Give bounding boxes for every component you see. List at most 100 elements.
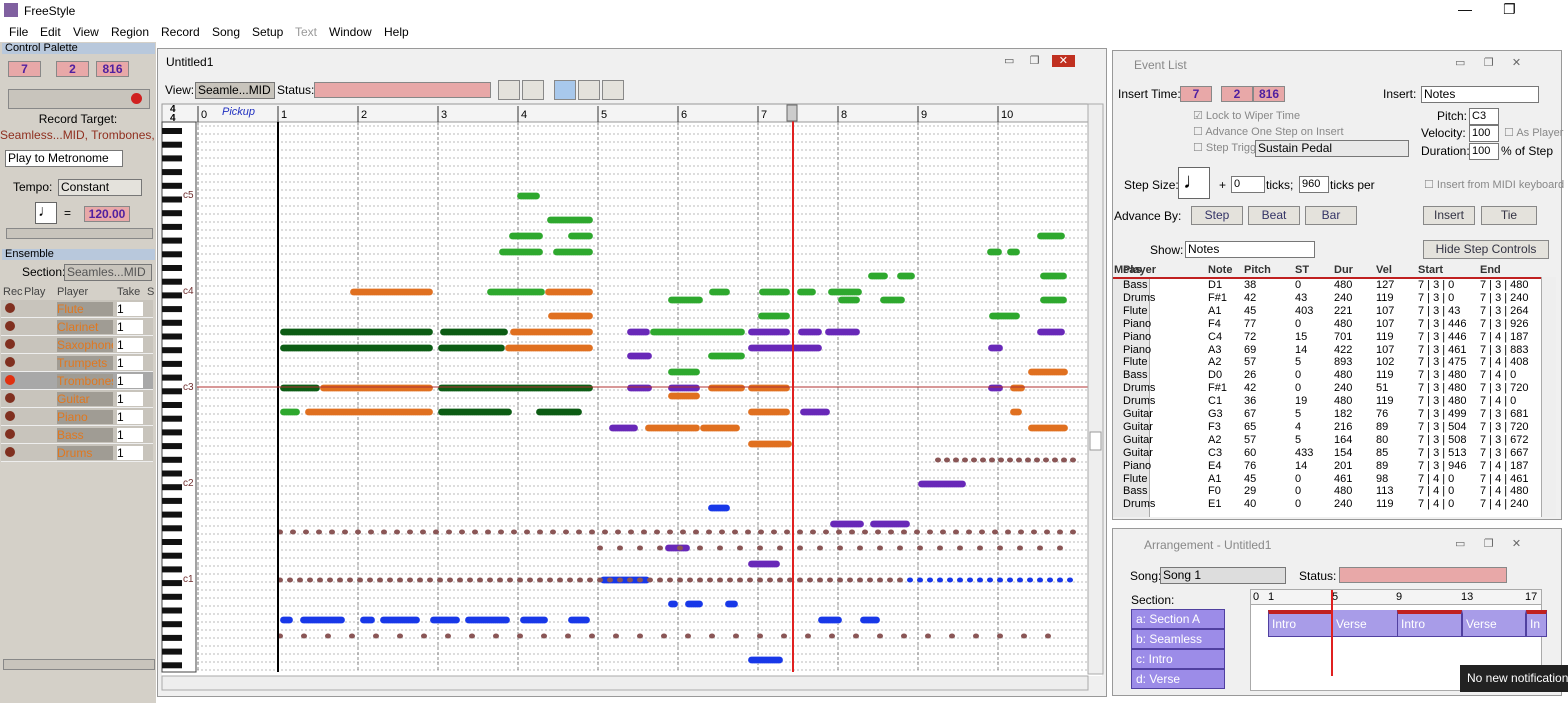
tool-button[interactable]	[602, 80, 624, 100]
arr-block[interactable]: Verse	[1462, 610, 1526, 637]
rec-button[interactable]	[5, 357, 15, 367]
player-name[interactable]: Flute	[57, 302, 113, 316]
h-scrollbar[interactable]	[161, 675, 1089, 691]
advance-button[interactable]: Bar	[1305, 206, 1357, 225]
tool-button[interactable]	[522, 80, 544, 100]
menu-item[interactable]: Region	[111, 25, 150, 39]
velocity[interactable]: 100	[1469, 125, 1499, 142]
arr-block[interactable]: Intro	[1397, 610, 1462, 637]
counter: 7	[1180, 86, 1212, 102]
menu-item[interactable]: Record	[161, 25, 200, 39]
song-dropdown[interactable]: Song 1	[1160, 567, 1286, 584]
take[interactable]: 1	[117, 338, 143, 352]
pitch[interactable]: C3	[1469, 108, 1499, 125]
section-button[interactable]: d: Verse	[1131, 669, 1225, 689]
ticks[interactable]: 0	[1231, 176, 1265, 193]
take[interactable]: 1	[117, 302, 143, 316]
take[interactable]: 1	[117, 356, 143, 370]
tool-button[interactable]	[578, 80, 600, 100]
checkbox[interactable]: ☐ Insert from MIDI keyboard	[1424, 179, 1565, 191]
section-button[interactable]: b: Seamless	[1131, 629, 1225, 649]
tempo-dropdown[interactable]: Constant	[58, 179, 142, 196]
window-buttons[interactable]: ▭ ❐ ✕	[1455, 538, 1522, 550]
window-buttons[interactable]: ▭ ❐ ✕	[1455, 57, 1522, 69]
player-name[interactable]: Bass	[57, 428, 113, 442]
rec-button[interactable]	[5, 429, 15, 439]
play-mode-dropdown[interactable]: Play to Metronome	[5, 150, 123, 167]
wiper-handle[interactable]	[786, 104, 798, 122]
player-name[interactable]: Piano	[57, 410, 113, 424]
player-name[interactable]: Trombones	[57, 374, 113, 388]
v-scrollbar[interactable]	[1087, 103, 1104, 675]
note	[437, 408, 513, 416]
rec-button[interactable]	[5, 411, 15, 421]
arr-block[interactable]: Verse	[1332, 610, 1398, 637]
checkbox[interactable]: ☐ As Player	[1504, 127, 1564, 139]
menu-item[interactable]: Song	[212, 25, 241, 39]
rec-button[interactable]	[5, 393, 15, 403]
column-header: Start	[1418, 264, 1444, 276]
menu-item[interactable]: Text	[295, 25, 318, 39]
window-buttons[interactable]: ▭ ❐ ✕	[1004, 54, 1094, 70]
window-controls[interactable]: — ❐	[1458, 1, 1516, 17]
checkbox[interactable]: ☐ Advance One Step on Insert	[1193, 126, 1344, 138]
player-name[interactable]: Saxophone	[57, 338, 113, 352]
take[interactable]: 1	[117, 392, 143, 406]
section-button[interactable]: c: Intro	[1131, 649, 1225, 669]
scrollbar[interactable]	[3, 659, 155, 670]
drum-hit	[433, 529, 439, 535]
tool-button[interactable]	[498, 80, 520, 100]
rec-button[interactable]	[5, 447, 15, 457]
take[interactable]: 1	[117, 320, 143, 334]
measure-label: 6	[681, 109, 687, 121]
scroll-thumb[interactable]	[1089, 431, 1102, 451]
ticks-per[interactable]: 960	[1299, 176, 1329, 193]
rec-button[interactable]	[5, 303, 15, 313]
show-dropdown[interactable]: Notes	[1185, 241, 1315, 258]
menu-item[interactable]: Edit	[40, 25, 61, 39]
view-dropdown[interactable]: Seamle...MID	[195, 82, 275, 99]
take[interactable]: 1	[117, 374, 143, 388]
slider[interactable]	[6, 228, 153, 239]
menu-item[interactable]: File	[9, 25, 29, 39]
advance-button[interactable]: Beat	[1248, 206, 1300, 225]
arr-block[interactable]: In	[1526, 610, 1547, 637]
v-scrollbar[interactable]	[1541, 277, 1556, 517]
note	[486, 288, 546, 296]
transport[interactable]	[8, 89, 150, 109]
menu-item[interactable]: Window	[329, 25, 372, 39]
checkbox[interactable]: ☑ Lock to Wiper Time	[1193, 110, 1301, 122]
record-button[interactable]	[131, 93, 142, 104]
advance-button[interactable]: Step	[1191, 206, 1243, 225]
tool-button[interactable]	[554, 80, 576, 100]
rec-button[interactable]	[5, 339, 15, 349]
checkbox[interactable]: ☐ Step Trigger	[1193, 142, 1266, 154]
player-name[interactable]: Trumpets	[57, 356, 113, 370]
hide-button[interactable]: Hide Step Controls	[1423, 240, 1549, 259]
take[interactable]: 1	[117, 410, 143, 424]
duration[interactable]: 100	[1469, 143, 1499, 160]
player-name[interactable]: Clarinet	[57, 320, 113, 334]
insert-button[interactable]: Insert	[1423, 206, 1475, 225]
tie-button[interactable]: Tie	[1481, 206, 1537, 225]
player-name[interactable]: Drums	[57, 446, 113, 460]
rec-button[interactable]	[5, 375, 15, 385]
menu-item[interactable]: Help	[384, 25, 409, 39]
rec-button[interactable]	[5, 321, 15, 331]
menu-item[interactable]: Setup	[252, 25, 284, 39]
take[interactable]: 1	[117, 446, 143, 460]
take[interactable]: 1	[117, 428, 143, 442]
arr-block[interactable]: Intro	[1268, 610, 1333, 637]
drum-hit	[563, 529, 569, 535]
cell: 14	[1295, 343, 1308, 356]
note-icon[interactable]: ♩	[1178, 167, 1210, 199]
trigger-dropdown[interactable]: Sustain Pedal	[1255, 140, 1409, 157]
insert-dropdown[interactable]: Notes	[1421, 86, 1539, 103]
drum-hit	[303, 529, 309, 535]
player-name[interactable]: Guitar	[57, 392, 113, 406]
section-dropdown[interactable]: Seamles...MID	[64, 264, 152, 281]
section-button[interactable]: a: Section A	[1131, 609, 1225, 629]
note	[567, 232, 594, 240]
menu-item[interactable]: View	[73, 25, 99, 39]
cell: 80	[1376, 433, 1389, 446]
